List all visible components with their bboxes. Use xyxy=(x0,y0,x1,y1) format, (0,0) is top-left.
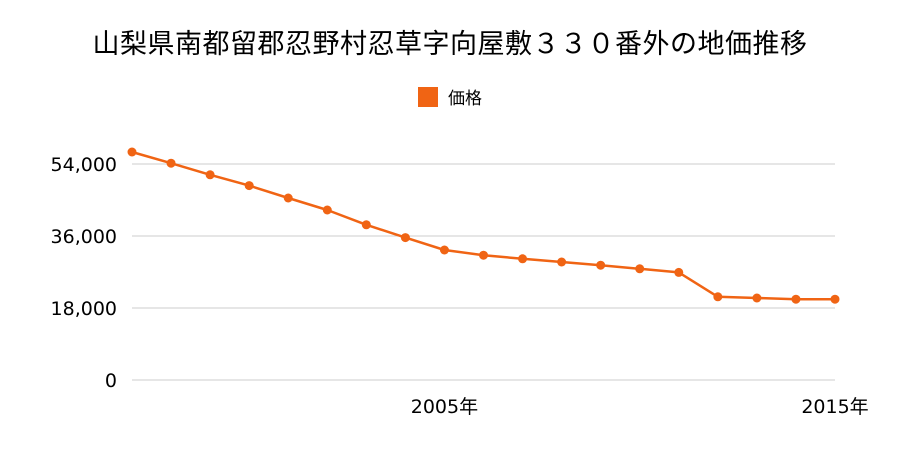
data-point xyxy=(635,264,645,274)
data-point xyxy=(244,181,254,191)
data-point xyxy=(713,292,723,302)
data-point xyxy=(205,170,215,180)
data-point xyxy=(518,254,528,264)
data-point xyxy=(557,257,567,267)
data-point xyxy=(127,147,137,157)
y-tick-label: 0 xyxy=(105,370,117,392)
x-axis-labels: 2005年 2015年 xyxy=(411,396,869,418)
legend: 価格 xyxy=(0,84,900,109)
data-point xyxy=(439,245,449,255)
data-point xyxy=(674,267,684,277)
x-tick-label: 2015年 xyxy=(801,396,868,418)
data-point xyxy=(830,294,840,304)
data-point xyxy=(283,193,293,203)
data-point xyxy=(596,260,606,270)
y-axis-labels: 0 18,000 36,000 54,000 xyxy=(51,154,117,392)
legend-label: 価格 xyxy=(448,89,482,109)
chart-title: 山梨県南都留郡忍野村忍草字向屋敷３３０番外の地価推移 xyxy=(92,29,808,60)
data-point xyxy=(752,293,762,303)
data-point xyxy=(479,250,488,260)
data-point xyxy=(361,220,371,230)
data-point xyxy=(400,233,410,243)
gridlines xyxy=(132,163,835,381)
y-tick-label: 54,000 xyxy=(51,154,117,176)
series-line xyxy=(131,150,835,301)
data-point xyxy=(166,158,176,168)
y-tick-label: 36,000 xyxy=(51,226,117,248)
x-tick-label: 2005年 xyxy=(411,396,478,418)
y-tick-label: 18,000 xyxy=(51,298,117,320)
data-point xyxy=(791,294,801,304)
legend-swatch xyxy=(418,86,438,107)
data-point xyxy=(322,205,332,215)
series-group xyxy=(127,147,840,304)
